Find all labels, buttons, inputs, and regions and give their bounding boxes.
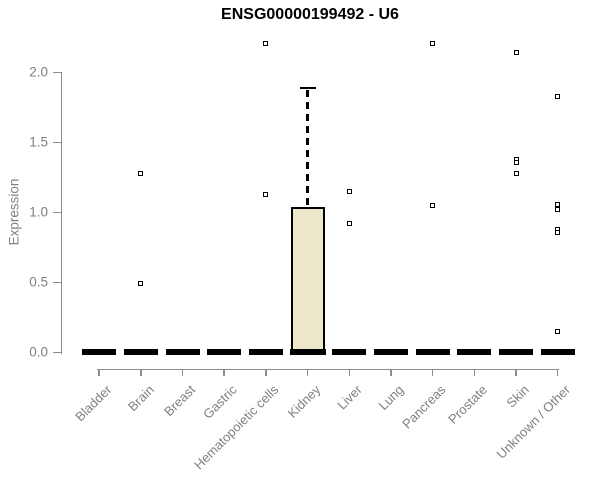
outlier-point [513, 159, 519, 165]
x-axis-tick [473, 368, 476, 376]
collapsed-box-bar [332, 349, 367, 356]
outlier-point [346, 188, 352, 194]
outlier-point [430, 40, 436, 46]
outlier-point [430, 202, 436, 208]
x-axis-tick [98, 368, 100, 376]
y-axis-tick [52, 281, 61, 284]
chart-title: ENSG00000199492 - U6 [221, 6, 399, 23]
y-tick-label: 1.5 [29, 134, 48, 150]
collapsed-box-bar [248, 349, 283, 356]
x-tick-label: Breast [160, 381, 199, 419]
x-tick-label: Pancreas [398, 381, 449, 431]
x-axis-line [97, 368, 559, 370]
x-axis-tick [431, 368, 434, 376]
x-tick-label: Prostate [445, 381, 490, 427]
x-tick-label: Lung [375, 381, 407, 413]
x-axis-tick [306, 368, 309, 376]
x-axis-tick [556, 368, 559, 376]
collapsed-box-bar [540, 349, 575, 356]
outlier-point [263, 40, 269, 46]
y-tick-label: 2.0 [29, 64, 48, 80]
outlier-point [513, 50, 519, 56]
outlier-point [513, 170, 519, 176]
outlier-point [138, 281, 144, 287]
outlier-point [138, 170, 144, 176]
x-tick-label: Kidney [284, 381, 324, 421]
y-axis-tick [52, 71, 61, 74]
x-axis-tick [181, 368, 184, 376]
x-tick-label: Unknown / Other [493, 381, 574, 462]
x-axis-tick [265, 368, 267, 376]
y-tick-label: 0.5 [29, 274, 48, 290]
outlier-point [555, 328, 561, 334]
collapsed-box-bar [123, 349, 158, 356]
y-axis-tick [52, 141, 61, 144]
collapsed-box-bar [165, 349, 200, 356]
whisker-cap [299, 86, 316, 90]
collapsed-box-bar [457, 349, 492, 356]
y-axis-tick [52, 351, 61, 354]
outlier-point [263, 191, 269, 197]
x-tick-label: Liver [334, 381, 365, 413]
x-tick-label: Gastric [200, 381, 240, 422]
collapsed-box-bar [82, 349, 117, 356]
whisker-line [306, 89, 309, 207]
x-axis-tick [140, 368, 142, 376]
x-axis-tick [515, 368, 517, 376]
x-tick-label: Bladder [72, 381, 115, 424]
x-axis-tick [390, 368, 392, 376]
y-axis-line [60, 72, 62, 354]
x-axis-tick [223, 368, 225, 376]
outlier-point [555, 207, 561, 213]
collapsed-box-bar [499, 349, 533, 356]
collapsed-box-bar [415, 349, 450, 356]
box-kidney [290, 206, 325, 353]
x-tick-label: Brain [124, 381, 157, 414]
y-tick-label: 1.0 [29, 204, 48, 220]
collapsed-box-bar [207, 349, 242, 356]
outlier-point [346, 221, 352, 227]
outlier-point [555, 201, 561, 207]
outlier-point [555, 93, 561, 99]
median-line [289, 349, 326, 356]
x-tick-label: Skin [503, 381, 532, 410]
outlier-point [555, 229, 561, 235]
y-axis-tick [52, 211, 61, 214]
collapsed-box-bar [373, 349, 408, 356]
y-tick-label: 0.0 [29, 344, 48, 360]
x-axis-tick [348, 368, 351, 376]
